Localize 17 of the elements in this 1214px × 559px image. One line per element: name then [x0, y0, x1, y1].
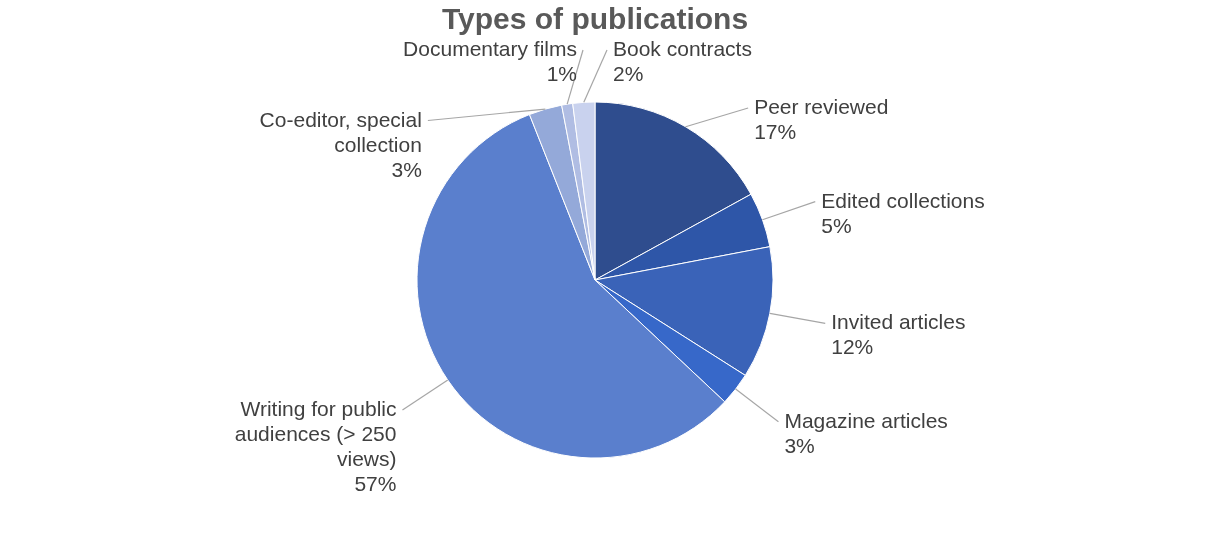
data-label: 1% — [546, 62, 577, 85]
chart-title: Types of publications — [441, 2, 749, 35]
slice-label: Co-editor, special collection — [259, 107, 422, 156]
slice-label: Edited collections — [821, 188, 985, 212]
slice-label: Magazine articles — [784, 408, 948, 432]
data-label: 17% — [754, 120, 797, 143]
slice-label: Peer reviewed — [754, 95, 889, 118]
slice-label: Documentary films — [403, 37, 577, 60]
data-label: 2% — [613, 62, 644, 85]
data-label: 57% — [354, 472, 397, 496]
data-label: 5% — [821, 213, 852, 237]
data-label: 3% — [784, 433, 815, 457]
data-label: 3% — [391, 157, 422, 181]
slice-label: Book contracts — [613, 37, 752, 60]
slice-label: Invited articles — [831, 310, 966, 334]
slice-label: Writing for public audiences (> 250 views) — [234, 397, 397, 471]
data-label: 12% — [831, 335, 874, 359]
